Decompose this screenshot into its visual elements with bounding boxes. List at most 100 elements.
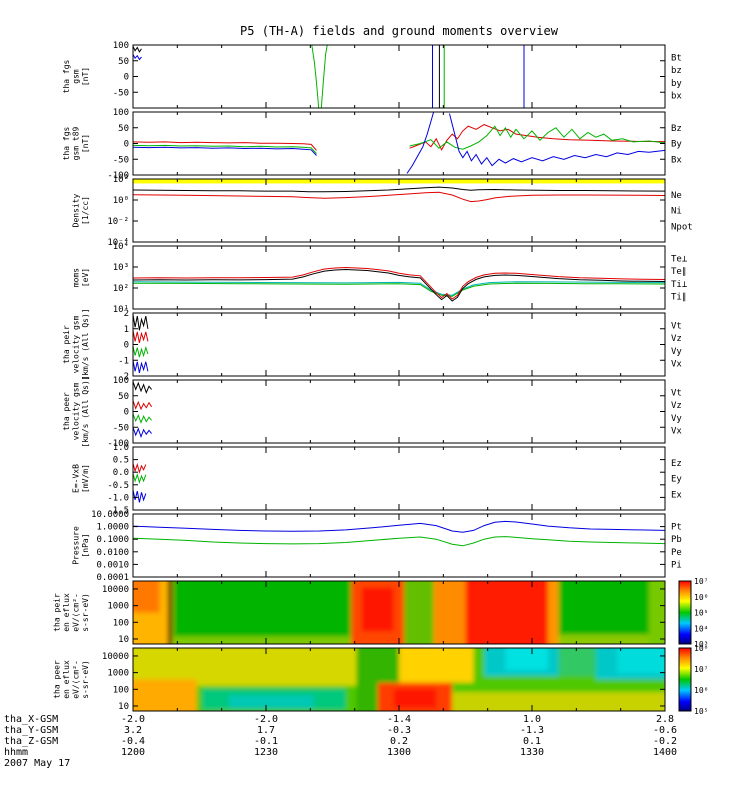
trace — [133, 330, 149, 344]
var-row-label: hhmm — [4, 747, 29, 758]
y-tick-label: -1.0 — [107, 493, 129, 503]
traces — [133, 462, 147, 503]
legend-label: Bx — [671, 155, 682, 165]
y-tick-label: 10 — [118, 702, 129, 712]
y-tick-label: 10² — [113, 284, 129, 294]
y-tick-label: 0 — [124, 408, 129, 418]
panel-border — [132, 44, 666, 109]
y-tick-label: 10² — [113, 175, 129, 185]
y-tick-label: 10⁻⁴ — [107, 238, 129, 248]
panel-tha_peir_velocity_gsm: 2 1 0 -1 -2 tha peir velocity gsm [km/s (All Qs… — [62, 308, 682, 382]
y-axis-label: tha peir — [53, 593, 62, 632]
trace — [133, 268, 665, 302]
var-row-label: tha_X-GSM — [4, 714, 59, 725]
legend-label: Pb — [671, 535, 682, 545]
y-axis-label: velocity gsm — [72, 315, 81, 373]
var-value: 2.8 — [655, 714, 675, 725]
legend-label: Vz — [671, 401, 682, 411]
trace — [133, 427, 152, 439]
var-value: -1.4 — [386, 714, 412, 725]
y-axis-label: Density — [72, 193, 81, 227]
y-axis-label: en eflux — [62, 660, 71, 699]
legend-label: Vy — [671, 347, 682, 357]
y-ticks: 10000 1000 100 10 — [102, 652, 665, 712]
x-ticks — [132, 45, 666, 108]
y-axis-label: tha fgs — [62, 126, 71, 160]
trace — [133, 400, 153, 411]
legend-label: Ez — [671, 459, 682, 469]
y-tick-label: 0.5 — [113, 456, 129, 466]
legend-label: Vy — [671, 414, 682, 424]
var-value: -0.4 — [120, 736, 146, 747]
y-ticks: 100 50 0 -50 -100 — [107, 376, 665, 449]
x-ticks — [132, 648, 666, 711]
x-ticks — [132, 581, 666, 644]
traces — [133, 112, 665, 174]
y-axis-label: [km/s (All Qs)] — [81, 308, 90, 380]
var-value: 1200 — [120, 747, 146, 758]
y-axis-label: eV/(cm²- — [72, 593, 81, 632]
y-axis-label: [1/cc] — [81, 196, 90, 225]
var-value: -0.3 — [386, 725, 412, 736]
y-tick-label: 100 — [113, 618, 129, 628]
y-tick-label: 1 — [124, 325, 129, 335]
var-value: 1.0 — [522, 714, 542, 725]
var-row-label: tha_Z-GSM — [4, 736, 59, 747]
x-ticks — [132, 246, 666, 309]
y-tick-label: 100 — [113, 685, 129, 695]
y-tick-label: 0.1000 — [96, 535, 129, 545]
panel-border — [132, 513, 666, 578]
y-axis-label: [nPa] — [81, 533, 90, 557]
y-axis-label: [eV] — [81, 268, 90, 287]
trace — [133, 360, 149, 374]
y-tick-label: -100 — [107, 439, 129, 449]
trace — [133, 489, 147, 503]
x-ticks — [132, 447, 666, 510]
y-tick-label: 100 — [113, 376, 129, 386]
colorbar-label: 10⁷ — [694, 577, 708, 586]
x-ticks — [132, 112, 666, 175]
y-ticks: 100 50 0 -50 — [113, 41, 665, 98]
trace — [133, 281, 665, 296]
colorbar — [678, 647, 692, 712]
y-axis-label: [nT] — [81, 67, 90, 86]
legend-label: Ey — [671, 475, 682, 485]
panel-temperature: 10⁴ 10³ 10² 10¹ moms [eV] Te⊥ Te∥ Ti⊥ Ti∥ — [72, 242, 688, 315]
legend-label: Ne — [671, 191, 682, 201]
y-axis-label: s-sr-eV) — [81, 593, 90, 632]
y-tick-label: -0.5 — [107, 481, 129, 491]
panel-border — [132, 379, 666, 444]
colorbar-label: 10⁵ — [694, 609, 708, 618]
legend-label: Ni — [671, 207, 682, 217]
trace — [133, 473, 147, 485]
trace — [133, 345, 149, 358]
trace — [409, 125, 665, 150]
x-ticks — [132, 380, 666, 443]
trace — [409, 124, 665, 151]
x-ticks — [132, 179, 666, 242]
y-axis-label: [nT] — [81, 134, 90, 153]
var-value: -2.0 — [120, 714, 146, 725]
y-tick-label: 10¹ — [113, 305, 129, 315]
legend-label: bx — [671, 91, 682, 101]
trace — [133, 381, 152, 394]
y-tick-label: 100 — [113, 108, 129, 118]
trace — [320, 45, 328, 108]
y-ticks: 1.0 0.5 0.0 -0.5 -1.0 -1.5 — [107, 443, 665, 516]
y-axis-label: velocity gsm — [72, 382, 81, 440]
var-value: 1300 — [386, 747, 412, 758]
y-tick-label: 1.0000 — [96, 523, 129, 533]
y-tick-label: 1.0 — [113, 443, 129, 453]
y-tick-label: 10⁴ — [113, 242, 129, 252]
trace — [133, 191, 665, 203]
x-ticks — [132, 313, 666, 376]
colorbar-label: 10⁶ — [694, 593, 708, 602]
y-tick-label: 0.0 — [113, 468, 129, 478]
y-tick-label: -50 — [113, 423, 129, 433]
legend-label: Pe — [671, 548, 682, 558]
var-value: 0.2 — [389, 736, 409, 747]
y-axis-label: tha peir — [62, 325, 71, 364]
legend-label: Te∥ — [671, 267, 686, 277]
trace — [133, 282, 665, 297]
